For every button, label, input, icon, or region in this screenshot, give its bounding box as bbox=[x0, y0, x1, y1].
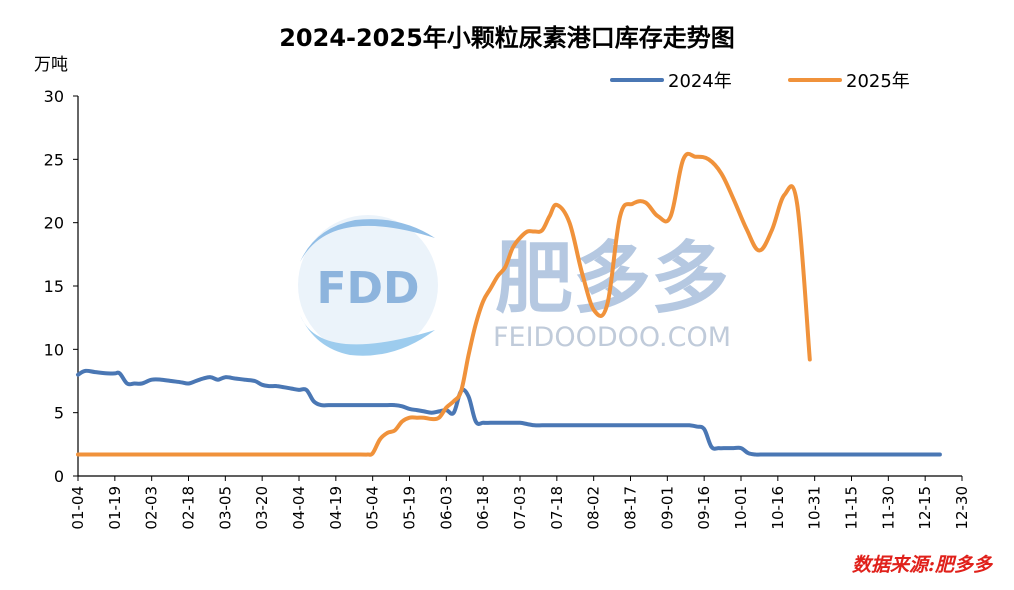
x-tick-label: 11-30 bbox=[879, 486, 897, 530]
x-tick-label: 08-17 bbox=[622, 486, 640, 530]
watermark-logo-swoosh-bottom bbox=[300, 315, 435, 356]
watermark-logo-text: FDD bbox=[316, 263, 419, 314]
x-tick-label: 10-01 bbox=[732, 486, 750, 530]
x-tick-label: 04-04 bbox=[290, 486, 308, 530]
data-source-note: 数据来源:肥多多 bbox=[851, 554, 992, 576]
watermark-logo-circle bbox=[298, 215, 438, 355]
legend-label-2025: 2025年 bbox=[846, 71, 910, 92]
x-tick-label: 07-03 bbox=[511, 486, 529, 530]
x-tick-label: 09-16 bbox=[695, 486, 713, 530]
y-tick-label: 20 bbox=[44, 214, 64, 233]
x-tick-label: 01-19 bbox=[106, 486, 124, 530]
y-tick-label: 10 bbox=[44, 340, 64, 359]
watermark-url-text: FEIDOODOO.COM bbox=[493, 322, 731, 353]
x-tick-label: 10-16 bbox=[769, 486, 787, 530]
watermark-logo-swoosh-top bbox=[300, 219, 435, 262]
x-tick-label: 02-18 bbox=[180, 486, 198, 530]
x-tick-label: 10-31 bbox=[806, 486, 824, 530]
x-tick-label: 03-20 bbox=[253, 486, 271, 530]
x-tick-label: 08-02 bbox=[585, 486, 603, 530]
series-line-2024 bbox=[76, 368, 942, 457]
x-tick-label: 12-30 bbox=[953, 486, 971, 530]
chart-title: 2024-2025年小颗粒尿素港口库存走势图 bbox=[279, 24, 735, 52]
x-tick-label: 03-05 bbox=[216, 486, 234, 530]
x-tick-label: 01-04 bbox=[69, 486, 87, 530]
x-tick-label: 12-15 bbox=[916, 486, 934, 530]
legend-label-2024: 2024年 bbox=[668, 71, 732, 92]
x-tick-label: 04-19 bbox=[327, 486, 345, 530]
y-tick-label: 0 bbox=[54, 467, 64, 486]
series-line-2025 bbox=[76, 151, 812, 457]
y-tick-label: 15 bbox=[44, 277, 64, 296]
x-tick-label: 06-18 bbox=[474, 486, 492, 530]
x-tick-label: 09-01 bbox=[658, 486, 676, 530]
legend: 2024年 2025年 bbox=[610, 71, 910, 92]
y-axis-unit-label: 万吨 bbox=[34, 55, 68, 75]
y-tick-label: 5 bbox=[54, 404, 64, 423]
x-tick-label: 06-03 bbox=[437, 486, 455, 530]
x-tick-label: 11-15 bbox=[843, 486, 861, 530]
x-tick-label: 02-03 bbox=[143, 486, 161, 530]
x-tick-label: 05-19 bbox=[401, 486, 419, 530]
y-tick-label: 30 bbox=[44, 87, 64, 106]
y-tick-label: 25 bbox=[44, 150, 64, 169]
x-tick-label: 07-18 bbox=[548, 486, 566, 530]
x-tick-label: 05-04 bbox=[364, 486, 382, 530]
